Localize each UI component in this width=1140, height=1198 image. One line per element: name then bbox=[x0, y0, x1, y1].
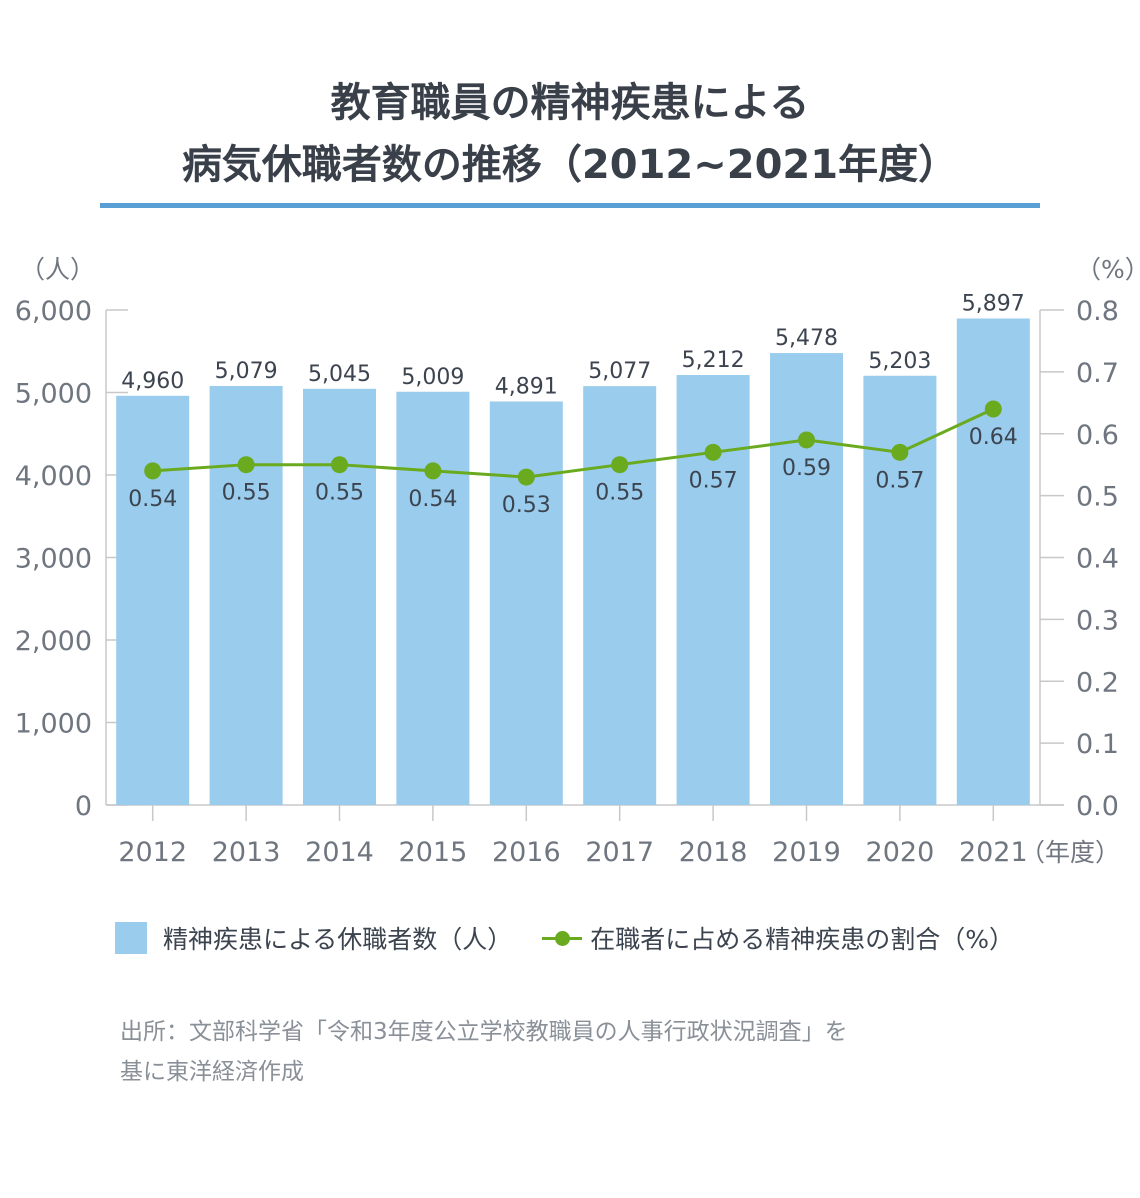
line-path bbox=[152, 407, 994, 479]
x-tick-label: 2019 bbox=[772, 837, 841, 868]
x-tick-label: 2014 bbox=[305, 837, 374, 868]
x-tick-label: 2012 bbox=[118, 837, 187, 868]
line-value-label: 0.57 bbox=[689, 468, 738, 493]
bar-value-label: 4,891 bbox=[495, 374, 558, 399]
bar-value-label: 5,079 bbox=[215, 359, 278, 384]
line-value-label: 0.57 bbox=[875, 468, 924, 493]
line-point bbox=[611, 456, 629, 474]
line-point bbox=[331, 456, 348, 474]
x-tick-label: 2013 bbox=[212, 837, 281, 868]
legend: 精神疾患による休職者数（人） 在職者に占める精神疾患の割合（%） bbox=[115, 920, 1014, 956]
left-tick-label: 5,000 bbox=[15, 379, 92, 410]
x-tick-label: 2018 bbox=[679, 837, 748, 868]
bar-value-label: 5,897 bbox=[962, 291, 1025, 316]
tick-labels: 0 1,000 2,000 3,000 4,000 5,000 6,000 0.0 0.1 0.2… bbox=[15, 255, 1140, 868]
x-tick-label: 2016 bbox=[492, 837, 561, 868]
line-point bbox=[891, 443, 909, 461]
bar bbox=[770, 353, 843, 805]
line-point bbox=[424, 462, 442, 480]
x-tick-label: 2017 bbox=[585, 837, 654, 868]
bar bbox=[489, 401, 563, 805]
bar bbox=[209, 385, 283, 805]
legend-line-label: 在職者に占める精神疾患の割合（%） bbox=[590, 925, 1015, 954]
right-axis-unit: （%） bbox=[1076, 255, 1140, 284]
right-tick-label: 0.0 bbox=[1076, 791, 1119, 822]
source-line1: 出所：文部科学省「令和3年度公立学校教職員の人事行政状況調査」を bbox=[120, 1019, 848, 1045]
line-point bbox=[984, 400, 1002, 418]
x-tick-label: 2015 bbox=[399, 837, 468, 868]
combo-chart: 0 1,000 2,000 3,000 4,000 5,000 6,000 0.0 0.1 0.2… bbox=[15, 255, 1140, 868]
bar bbox=[676, 375, 750, 805]
left-tick-label: 1,000 bbox=[15, 709, 92, 740]
left-tick-label: 4,000 bbox=[15, 461, 92, 492]
legend-bar-label: 精神疾患による休職者数（人） bbox=[163, 925, 513, 954]
chart-title: 教育職員の精神疾患による 病気休職者数の推移（2012~2021年度） bbox=[0, 72, 1140, 196]
x-axis-unit: （年度） bbox=[1020, 838, 1120, 867]
bar bbox=[396, 391, 470, 805]
line-value-label: 0.64 bbox=[969, 425, 1018, 450]
bar-value-label: 4,960 bbox=[121, 369, 184, 394]
chart-title-line2: 病気休職者数の推移（2012~2021年度） bbox=[181, 142, 959, 188]
line-value-label: 0.55 bbox=[595, 481, 644, 506]
bar bbox=[116, 395, 190, 805]
line-point bbox=[144, 462, 162, 480]
right-tick-label: 0.4 bbox=[1076, 544, 1119, 575]
left-tick-label: 0 bbox=[75, 791, 92, 822]
bar-series bbox=[116, 318, 1030, 805]
bar-value-label: 5,045 bbox=[308, 362, 371, 387]
line-value-label: 0.53 bbox=[502, 493, 551, 518]
bar-value-label: 5,077 bbox=[588, 359, 651, 384]
right-tick-label: 0.6 bbox=[1076, 420, 1119, 451]
bar bbox=[303, 388, 376, 805]
left-tick-label: 6,000 bbox=[15, 296, 92, 327]
line-value-label: 0.54 bbox=[408, 487, 457, 512]
right-tick-label: 0.2 bbox=[1076, 667, 1119, 698]
line-point bbox=[704, 443, 722, 461]
right-tick-label: 0.1 bbox=[1076, 729, 1119, 760]
legend-line-swatch bbox=[542, 922, 583, 954]
line-series bbox=[144, 400, 1002, 486]
bar-value-label: 5,478 bbox=[775, 326, 838, 351]
x-tick-label: 2020 bbox=[866, 837, 935, 868]
bar bbox=[956, 318, 1030, 805]
right-tick-label: 0.7 bbox=[1076, 358, 1119, 389]
left-axis-unit: （人） bbox=[20, 255, 95, 284]
bar-value-label: 5,212 bbox=[682, 348, 745, 373]
right-tick-label: 0.5 bbox=[1076, 482, 1119, 513]
line-value-label: 0.55 bbox=[315, 481, 364, 506]
line-value-label: 0.55 bbox=[222, 481, 271, 506]
line-point bbox=[798, 431, 815, 449]
left-tick-label: 2,000 bbox=[15, 626, 92, 657]
line-value-label: 0.54 bbox=[128, 487, 177, 512]
legend-bar-swatch bbox=[115, 922, 147, 954]
bar-value-label: 5,203 bbox=[868, 349, 931, 374]
left-tick-label: 3,000 bbox=[15, 544, 92, 575]
right-tick-label: 0.3 bbox=[1076, 605, 1119, 636]
line-point bbox=[517, 468, 535, 486]
source-note: 出所：文部科学省「令和3年度公立学校教職員の人事行政状況調査」を 基に東洋経済作… bbox=[120, 1012, 1040, 1092]
chart-title-line1: 教育職員の精神疾患による bbox=[330, 80, 810, 126]
line-point bbox=[237, 456, 255, 474]
bar-value-label: 5,009 bbox=[401, 365, 464, 390]
source-line2: 基に東洋経済作成 bbox=[120, 1059, 304, 1085]
x-tick-label: 2021 bbox=[959, 837, 1028, 868]
title-divider bbox=[100, 203, 1040, 208]
right-tick-label: 0.8 bbox=[1076, 296, 1119, 327]
line-value-label: 0.59 bbox=[782, 456, 831, 481]
bar bbox=[583, 386, 657, 805]
